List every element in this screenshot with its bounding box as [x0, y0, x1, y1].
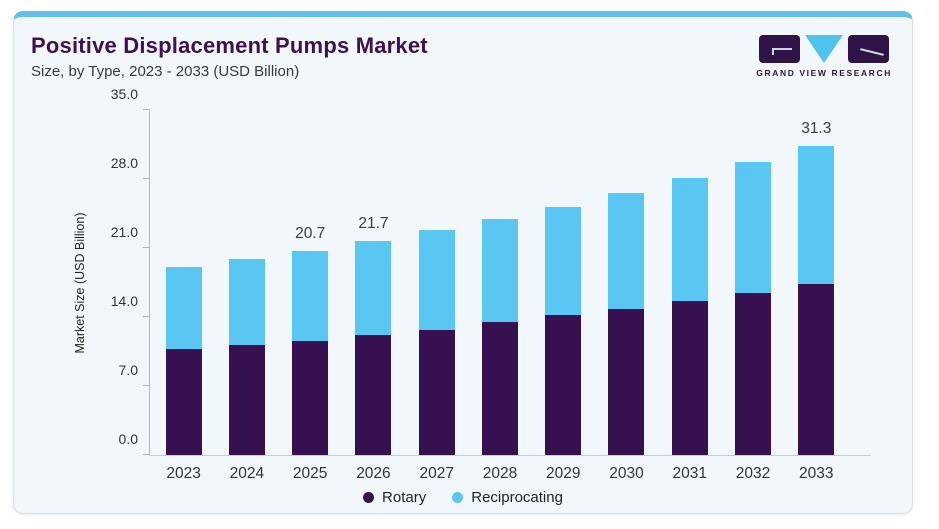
bar-group: 2024: [215, 110, 278, 482]
y-tick-label: 14.0: [110, 293, 138, 309]
y-tick-mark: [143, 454, 150, 455]
page-subtitle: Size, by Type, 2023 - 2033 (USD Billion): [31, 63, 300, 80]
segment-reciprocating: [355, 241, 392, 335]
segment-reciprocating: [481, 219, 518, 322]
segment-rotary: [608, 309, 645, 455]
x-tick-label: 2023: [166, 465, 201, 482]
segment-reciprocating: [671, 178, 708, 302]
x-tick-label: 2032: [735, 465, 771, 482]
brand-logo: GRAND VIEW RESEARCH: [756, 35, 892, 78]
bar-group: 2023: [152, 110, 215, 482]
stacked-bar-2024: [228, 258, 265, 455]
segment-reciprocating: [228, 258, 265, 345]
stacked-bar-2032: [735, 162, 772, 455]
segment-rotary: [735, 293, 772, 455]
bars-container: 2023 2024 20.7 2025 21.7 2026 2027 2028 2029 2030…: [152, 110, 848, 482]
bar-group: 20.7 2025: [279, 110, 342, 482]
segment-reciprocating: [545, 206, 582, 316]
stacked-bar-2028: [481, 219, 518, 455]
x-tick-label: 2031: [672, 465, 707, 482]
legend-item-rotary: Rotary: [363, 489, 426, 506]
segment-reciprocating: [608, 192, 645, 310]
segment-rotary: [292, 340, 329, 455]
plot-area: 0.0 7.0 14.0 21.0 28.0 35.0 2023 2024 20.7 2025 2…: [111, 86, 871, 482]
y-tick-mark: [143, 178, 150, 179]
legend-dot-icon: [363, 492, 375, 503]
stacked-bar-2029: [545, 206, 582, 455]
x-tick-label: 2030: [609, 465, 644, 482]
stacked-bar-2031: [671, 178, 708, 455]
y-tick-label: 35.0: [110, 86, 138, 102]
logo-caption: GRAND VIEW RESEARCH: [756, 68, 892, 78]
bar-group: 2029: [532, 110, 595, 482]
x-tick-label: 2025: [292, 465, 328, 482]
bar-value-label: 31.3: [801, 120, 832, 138]
x-tick-label: 2029: [545, 465, 581, 482]
stacked-bar-2027: [418, 230, 455, 455]
y-tick-label: 21.0: [110, 224, 138, 240]
y-tick-label: 0.0: [118, 431, 138, 447]
y-tick-mark: [143, 316, 150, 317]
x-tick-label: 2024: [229, 465, 265, 482]
bar-group: 2027: [405, 110, 468, 482]
bar-group: 2031: [658, 110, 721, 482]
y-axis-title: Market Size (USD Billion): [73, 212, 87, 354]
logo-r-icon: [848, 35, 890, 63]
bar-group: 2030: [595, 110, 658, 482]
x-tick-label: 2026: [356, 465, 391, 482]
legend-dot-icon: [452, 492, 464, 503]
stacked-bar-2025: [292, 250, 329, 455]
legend: Rotary Reciprocating: [14, 489, 912, 506]
segment-reciprocating: [165, 266, 202, 349]
bar-group: 21.7 2026: [342, 110, 405, 482]
y-tick-mark: [143, 109, 150, 110]
y-tick-label: 28.0: [110, 155, 138, 171]
segment-rotary: [545, 315, 582, 455]
stacked-bar-2030: [608, 192, 645, 455]
segment-rotary: [481, 321, 518, 455]
segment-rotary: [165, 348, 202, 455]
y-tick-label: 7.0: [118, 362, 138, 378]
chart-card: Positive Displacement Pumps Market Size,…: [13, 11, 913, 514]
title-block: Positive Displacement Pumps Market Size,…: [31, 33, 428, 80]
x-tick-label: 2033: [799, 465, 834, 482]
legend-label: Reciprocating: [471, 489, 563, 506]
legend-item-reciprocating: Reciprocating: [452, 489, 563, 506]
segment-reciprocating: [798, 146, 835, 285]
bar-group: 2028: [468, 110, 531, 482]
segment-rotary: [798, 284, 835, 455]
segment-rotary: [671, 301, 708, 455]
segment-reciprocating: [418, 230, 455, 330]
logo-triangle-icon: [805, 35, 844, 63]
stacked-bar-2033: [798, 146, 835, 455]
header: Positive Displacement Pumps Market Size,…: [31, 33, 892, 80]
segment-rotary: [418, 329, 455, 455]
gvr-logo-icon: [759, 35, 890, 64]
x-tick-label: 2027: [419, 465, 454, 482]
bar-group: 2032: [721, 110, 784, 482]
stacked-bar-2026: [355, 241, 392, 455]
segment-reciprocating: [292, 250, 329, 341]
page-title: Positive Displacement Pumps Market: [31, 33, 428, 58]
logo-g-icon: [759, 35, 801, 63]
bar-value-label: 21.7: [358, 215, 389, 233]
bar-value-label: 20.7: [295, 224, 326, 242]
bar-group: 31.3 2033: [785, 110, 848, 482]
segment-rotary: [355, 334, 392, 455]
x-tick-label: 2028: [482, 465, 518, 482]
stacked-bar-2023: [165, 266, 202, 455]
legend-label: Rotary: [382, 489, 427, 506]
y-tick-mark: [143, 385, 150, 386]
segment-rotary: [228, 344, 265, 455]
segment-reciprocating: [735, 162, 772, 294]
y-tick-mark: [143, 247, 150, 248]
